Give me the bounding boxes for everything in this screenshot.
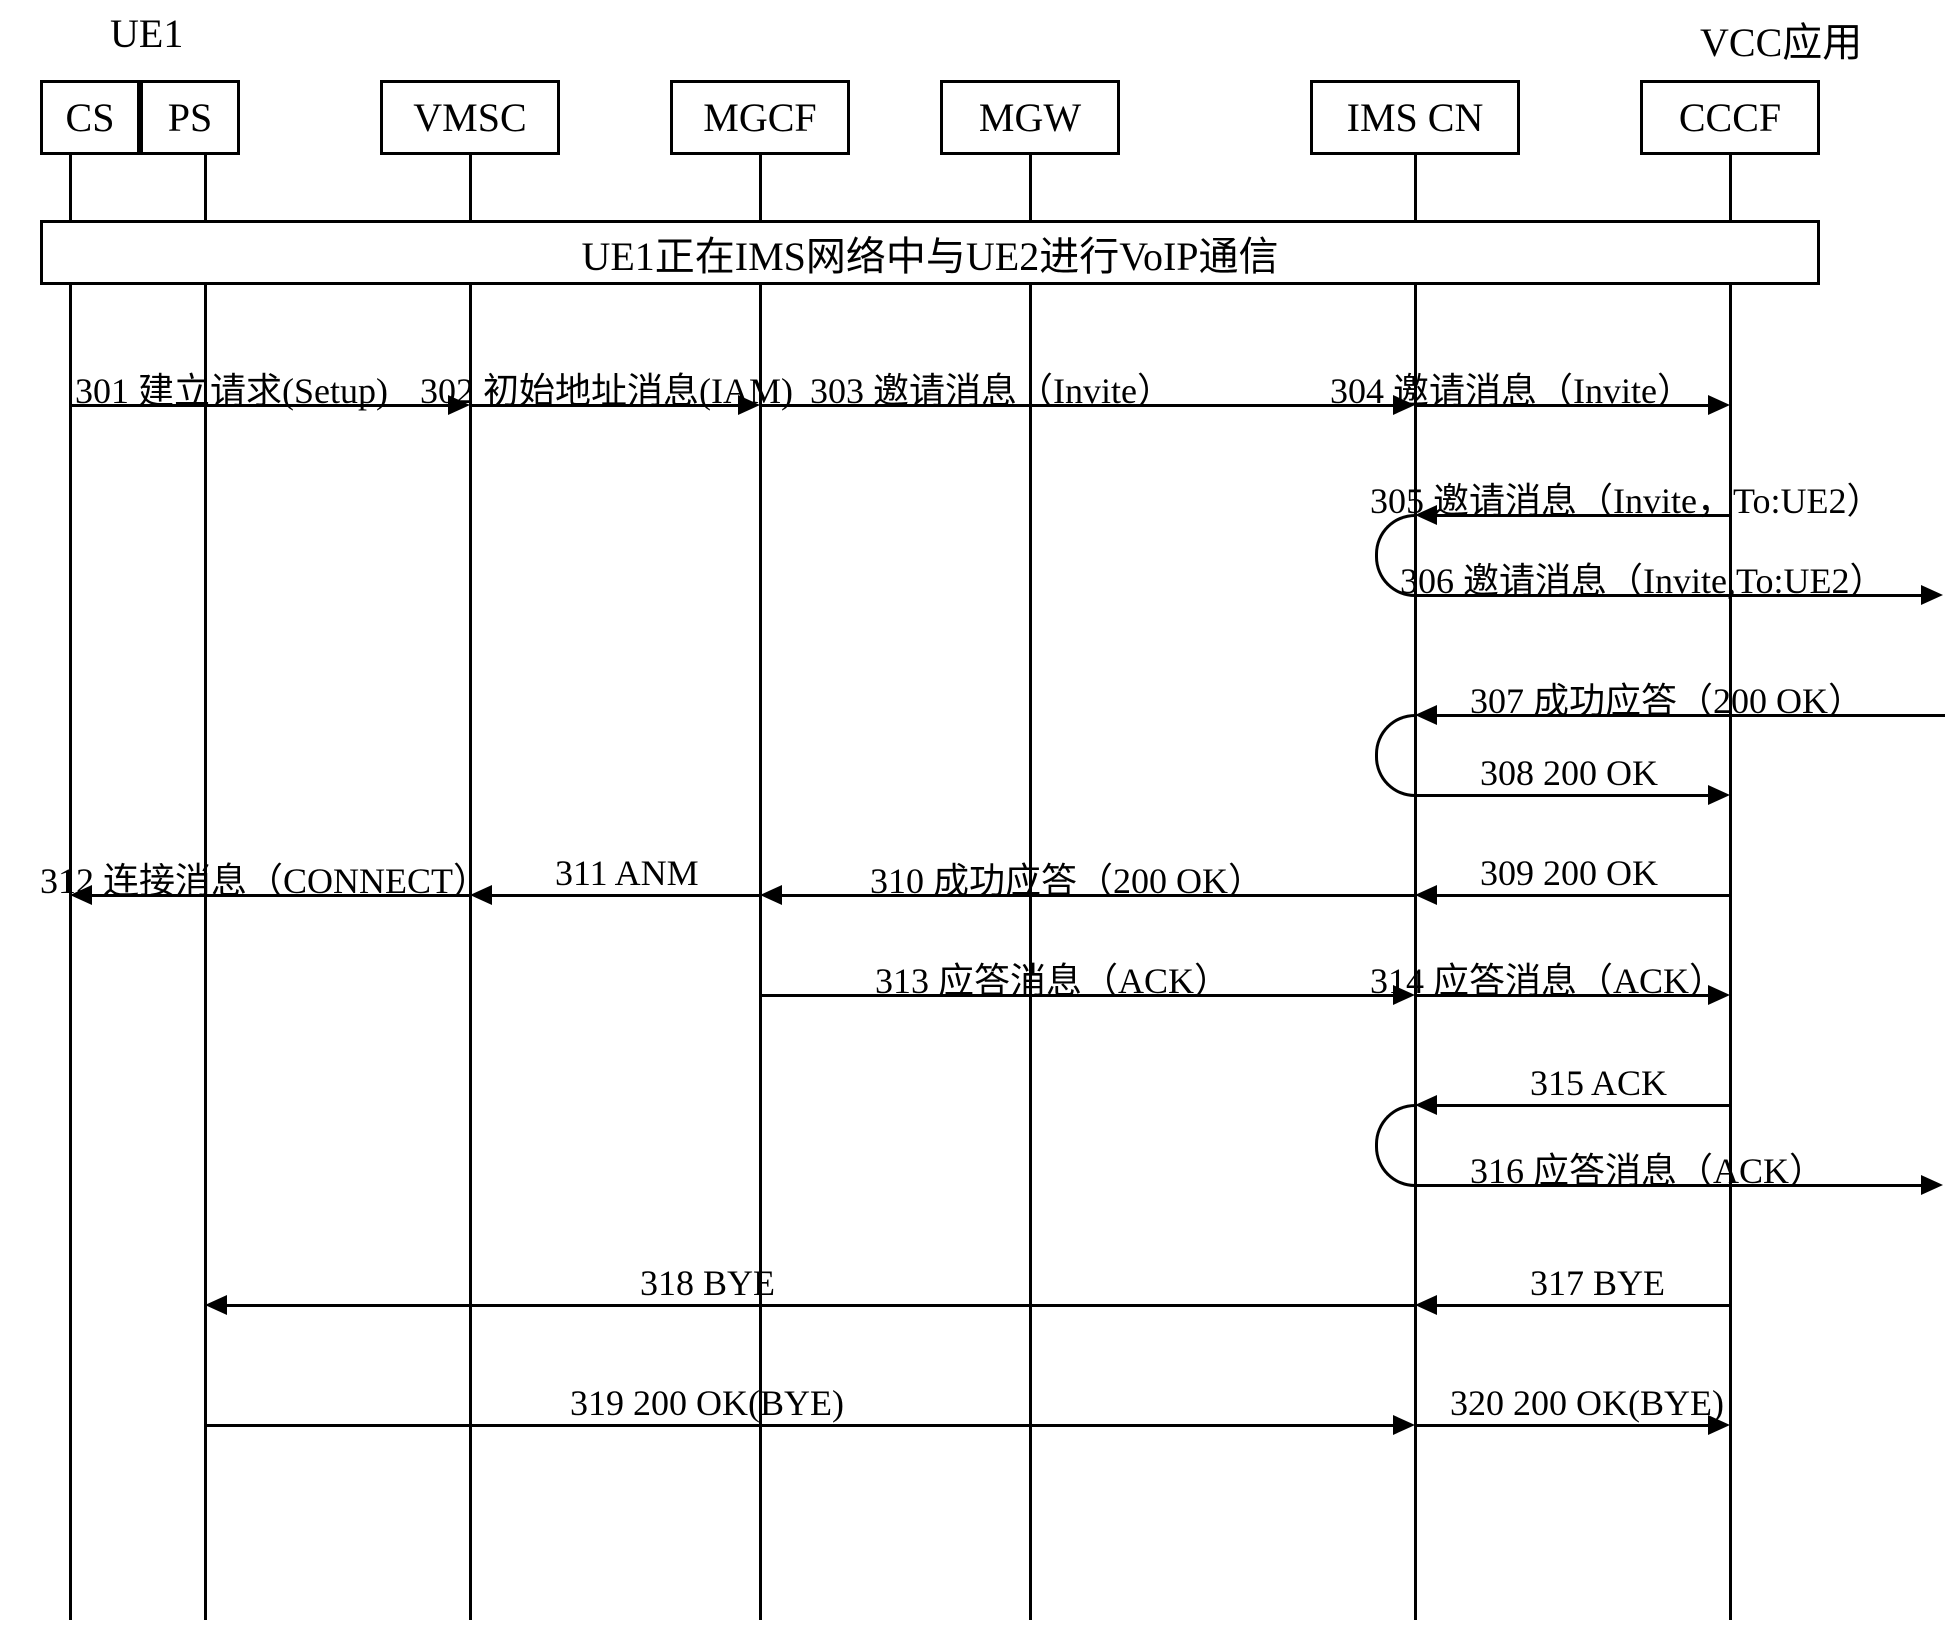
msg-319-label: 319 200 OK(BYE) (570, 1382, 844, 1424)
msg-302-head (738, 395, 760, 415)
msg-317-label: 317 BYE (1530, 1262, 1665, 1304)
msg-308-head (1708, 785, 1730, 805)
label-vcc: VCC应用 (1700, 10, 1862, 68)
msg-320-head (1708, 1415, 1730, 1435)
actor-ps: PS (140, 80, 240, 155)
msg-316-line (1415, 1184, 1923, 1187)
msg-312-line (92, 894, 470, 897)
msg-314-line (1415, 994, 1710, 997)
msg-314-head (1708, 985, 1730, 1005)
actor-mgw: MGW (940, 80, 1120, 155)
msg-309-head (1415, 885, 1437, 905)
msg-310-head (760, 885, 782, 905)
msg-304-line (1415, 404, 1710, 407)
msg-311-head (470, 885, 492, 905)
msg-319-line (205, 1424, 1395, 1427)
msg-304-head (1708, 395, 1730, 415)
loop-315-316 (1375, 1104, 1415, 1187)
msg-318-head (205, 1295, 227, 1315)
msg-310-line (782, 894, 1415, 897)
msg-308-line (1415, 794, 1710, 797)
msg-307-line (1437, 714, 1945, 717)
msg-302-line (470, 404, 740, 407)
label-ue1: UE1 (110, 10, 183, 57)
msg-316-head (1921, 1175, 1943, 1195)
actor-cs: CS (40, 80, 140, 155)
actor-cccf: CCCF (1640, 80, 1820, 155)
msg-305-line (1437, 514, 1730, 517)
msg-320-label: 320 200 OK(BYE) (1450, 1382, 1724, 1424)
msg-315-head (1415, 1095, 1437, 1115)
msg-317-head (1415, 1295, 1437, 1315)
actor-mgcf: MGCF (670, 80, 850, 155)
actor-imscn: IMS CN (1310, 80, 1520, 155)
msg-309-label: 309 200 OK (1480, 852, 1658, 894)
msg-315-line (1437, 1104, 1730, 1107)
loop-307-308 (1375, 714, 1415, 797)
msg-317-line (1437, 1304, 1730, 1307)
msg-301-line (70, 404, 450, 407)
msg-311-label: 311 ANM (555, 852, 699, 894)
msg-307-head (1415, 705, 1437, 725)
msg-312-head (70, 885, 92, 905)
msg-318-line (227, 1304, 1415, 1307)
msg-318-label: 318 BYE (640, 1262, 775, 1304)
msg-308-label: 308 200 OK (1480, 752, 1658, 794)
msg-305-head (1415, 505, 1437, 525)
sequence-diagram: UE1 VCC应用 CS PS VMSC MGCF MGW IMS CN CCC… (0, 0, 1945, 1628)
msg-311-line (492, 894, 760, 897)
actor-vmsc: VMSC (380, 80, 560, 155)
msg-309-line (1437, 894, 1730, 897)
msg-315-label: 315 ACK (1530, 1062, 1667, 1104)
msg-320-line (1415, 1424, 1710, 1427)
msg-313-line (760, 994, 1395, 997)
lifeline-cccf (1729, 155, 1732, 1620)
msg-319-head (1393, 1415, 1415, 1435)
note-voip: UE1正在IMS网络中与UE2进行VoIP通信 (40, 220, 1820, 285)
msg-306-head (1921, 585, 1943, 605)
msg-306-line (1415, 594, 1923, 597)
msg-303-line (760, 404, 1395, 407)
